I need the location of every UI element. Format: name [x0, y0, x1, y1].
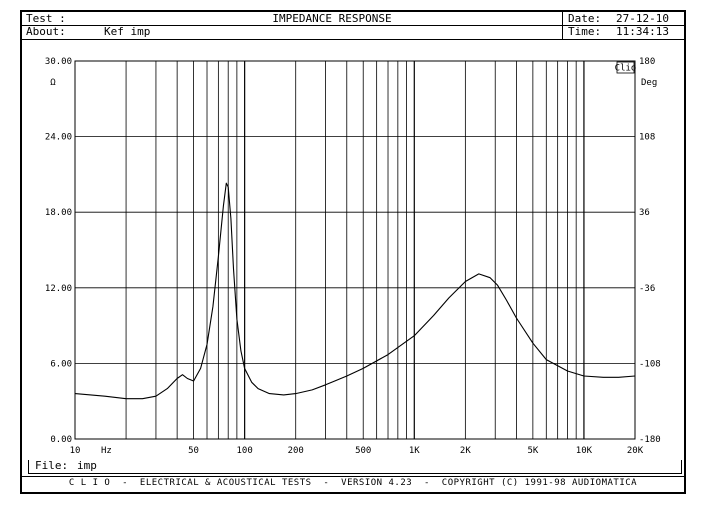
y-tick-label: 24.00 [45, 133, 72, 143]
footer-copyright: C L I O - ELECTRICAL & ACOUSTICAL TESTS … [68, 478, 638, 488]
y2-unit-label: Deg [641, 78, 657, 88]
y-tick-label: 6.00 [50, 359, 72, 369]
date-value: 27-12-10 [616, 12, 669, 25]
x-tick-label: 200 [288, 446, 304, 456]
x-tick-label: 100 [237, 446, 253, 456]
time-value: 11:34:13 [616, 25, 669, 38]
y-tick-label: 12.00 [45, 284, 72, 294]
impedance-chart: 0.00 6.00 12.00 18.00 24.00 30.00 -180 -108 -36 3… [45, 57, 661, 456]
plot-area-border [74, 60, 636, 440]
about-label: About: [26, 25, 66, 38]
x-tick-label: 1K [409, 446, 420, 456]
test-label: Test : [26, 12, 66, 25]
header-column-divider [562, 12, 563, 39]
y2-tick-label: -108 [639, 359, 661, 369]
report-title: IMPEDANCE RESPONSE [272, 12, 392, 25]
brand-tag: Clio [615, 64, 637, 74]
y-tick-label: 0.00 [50, 435, 72, 445]
y2-tick-label: -36 [639, 284, 655, 294]
date-label: Date: [568, 12, 602, 25]
y2-tick-label: 108 [639, 133, 655, 143]
x-tick-label: 500 [355, 446, 371, 456]
time-label: Time: [568, 25, 602, 38]
x-tick-label: 2K [460, 446, 471, 456]
x-tick-label: 10K [576, 446, 593, 456]
y2-tick-label: 36 [639, 208, 650, 218]
x-tick-label: 50 [188, 446, 199, 456]
y-tick-label: 18.00 [45, 208, 72, 218]
y-tick-label: 30.00 [45, 57, 72, 67]
file-value: imp [77, 459, 97, 472]
clio-report-frame: Test : IMPEDANCE RESPONSE Date: 27-12-10… [20, 10, 686, 494]
about-value: Kef imp [104, 25, 151, 38]
y-unit-label: Ω [50, 78, 56, 88]
impedance-curve [74, 182, 636, 400]
file-label: File: [35, 459, 69, 472]
file-box: File: imp [28, 460, 682, 474]
header-divider [22, 25, 684, 26]
x-tick-label: 5K [527, 446, 538, 456]
y2-tick-label: -180 [639, 435, 661, 445]
footer-divider [22, 476, 684, 477]
x-unit-label: Hz [101, 446, 112, 456]
brand-tag-box [616, 61, 635, 74]
header-bottom-border [22, 39, 684, 40]
x-tick-label: 10 [70, 446, 81, 456]
y2-tick-label: 180 [639, 57, 655, 67]
x-tick-label: 20K [627, 446, 644, 456]
